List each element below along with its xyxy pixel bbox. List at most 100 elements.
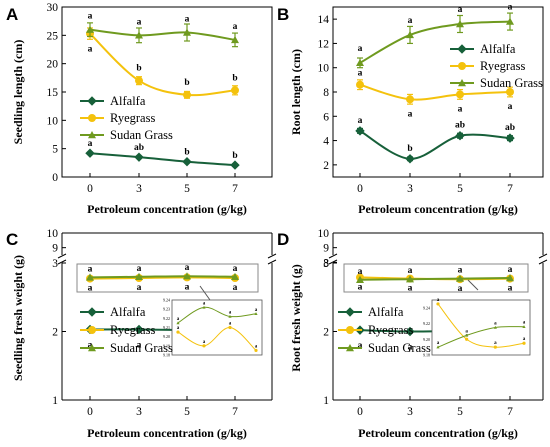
y-tick-label: 0 <box>52 172 58 184</box>
significance-label: a <box>177 317 180 322</box>
significance-label: a <box>358 282 363 292</box>
x-tick-label: 7 <box>232 406 238 418</box>
data-point <box>506 88 514 96</box>
inset-y-tick-label: 9.24 <box>423 305 430 310</box>
inset-frame <box>431 299 531 356</box>
data-point <box>505 133 515 143</box>
data-point <box>135 272 143 280</box>
data-point <box>228 325 232 330</box>
data-point <box>182 156 192 167</box>
x-tick-label: 5 <box>457 406 463 418</box>
series-line-alfalfa <box>89 152 236 167</box>
significance-label: a <box>88 45 93 55</box>
significance-label: a <box>408 284 413 294</box>
significance-label: a <box>229 322 232 327</box>
significance-label: b <box>232 73 237 83</box>
significance-label: a <box>358 267 363 277</box>
data-point <box>176 321 180 325</box>
inset-y-tick-label: 9.19 <box>163 343 170 348</box>
significance-label: a <box>88 264 93 274</box>
significance-label: a <box>185 263 190 273</box>
series-line-sudan-grass <box>177 306 257 324</box>
legend-marker <box>458 79 466 87</box>
significance-label: a <box>465 329 468 334</box>
y-tick-label: 1 <box>323 395 329 407</box>
significance-label: ab <box>134 143 144 153</box>
data-point <box>86 25 94 33</box>
significance-label: b <box>407 144 412 154</box>
data-point <box>86 273 94 281</box>
significance-label: ab <box>505 123 515 133</box>
x-tick-label: 0 <box>87 406 93 418</box>
significance-label: a <box>408 16 413 26</box>
x-tick-label: 0 <box>357 406 363 418</box>
significance-label: a <box>508 265 513 275</box>
inset-y-tick-label: 9.20 <box>163 334 170 339</box>
significance-label: a <box>203 301 206 306</box>
data-point <box>406 95 414 104</box>
significance-label: a <box>88 340 93 350</box>
series-line-sudan-grass <box>89 28 236 41</box>
data-point <box>230 160 240 170</box>
data-point <box>493 325 497 329</box>
significance-label: a <box>458 5 463 15</box>
significance-label: a <box>408 343 413 353</box>
data-point <box>356 275 364 283</box>
legend-marker <box>87 96 97 106</box>
significance-label: a <box>437 341 440 346</box>
axis-break-mark <box>267 259 277 265</box>
inset-y-tick-label: 9.23 <box>163 307 170 312</box>
legend-entry: Sudan Grass <box>110 128 173 142</box>
legend-entry: Ryegrass <box>110 111 155 125</box>
data-point <box>405 326 415 337</box>
zoom-arrow <box>199 285 211 301</box>
data-point <box>202 305 206 309</box>
inset-y-tick-label: 9.18 <box>163 353 170 358</box>
significance-label: b <box>232 151 237 161</box>
inset-y-tick-label: 9.18 <box>423 353 430 358</box>
legend-marker <box>88 114 96 122</box>
data-point <box>254 312 258 316</box>
data-point <box>356 58 364 67</box>
data-point <box>465 337 469 341</box>
significance-label: a <box>229 311 232 316</box>
x-tick-label: 0 <box>87 183 93 195</box>
x-tick-label: 3 <box>136 406 142 418</box>
legend-entry: Sudan Grass <box>480 76 543 90</box>
y-tick-label: 2 <box>52 327 58 339</box>
data-point <box>493 345 497 349</box>
data-point <box>231 86 239 95</box>
significance-label: a <box>523 337 526 342</box>
significance-label: a <box>508 284 513 294</box>
data-point <box>231 272 239 280</box>
significance-label: a <box>203 340 206 345</box>
y-tick-label: 15 <box>47 87 59 99</box>
significance-label: a <box>458 266 463 276</box>
y-tick-label: 9 <box>323 243 329 255</box>
significance-label: a <box>185 282 190 292</box>
series-line-ryegrass <box>89 276 236 280</box>
series-line-ryegrass <box>89 32 236 97</box>
significance-label: a <box>458 284 463 294</box>
x-axis-label: Petroleum concentration (g/kg) <box>358 426 518 440</box>
data-point <box>254 348 258 353</box>
significance-label: a <box>494 322 497 327</box>
significance-label: a <box>137 264 142 274</box>
significance-label: a <box>508 3 513 13</box>
x-axis-label: Petroleum concentration (g/kg) <box>358 202 518 216</box>
significance-label: a <box>233 283 238 293</box>
legend-marker <box>87 307 97 317</box>
y-tick-label: 8 <box>323 87 329 99</box>
axis-break-mark <box>57 259 67 265</box>
y-axis-label: Root fresh weight (g) <box>289 264 303 371</box>
series-line-ryegrass <box>437 303 525 348</box>
significance-label: a <box>233 22 238 32</box>
x-tick-label: 3 <box>136 183 142 195</box>
inset-frame <box>171 299 263 356</box>
legend-entry: Alfalfa <box>110 94 146 108</box>
significance-label: a <box>255 308 258 313</box>
significance-label: a <box>494 341 497 346</box>
significance-label: a <box>137 283 142 293</box>
data-point <box>183 90 191 99</box>
series-line-sudan-grass <box>437 326 525 348</box>
